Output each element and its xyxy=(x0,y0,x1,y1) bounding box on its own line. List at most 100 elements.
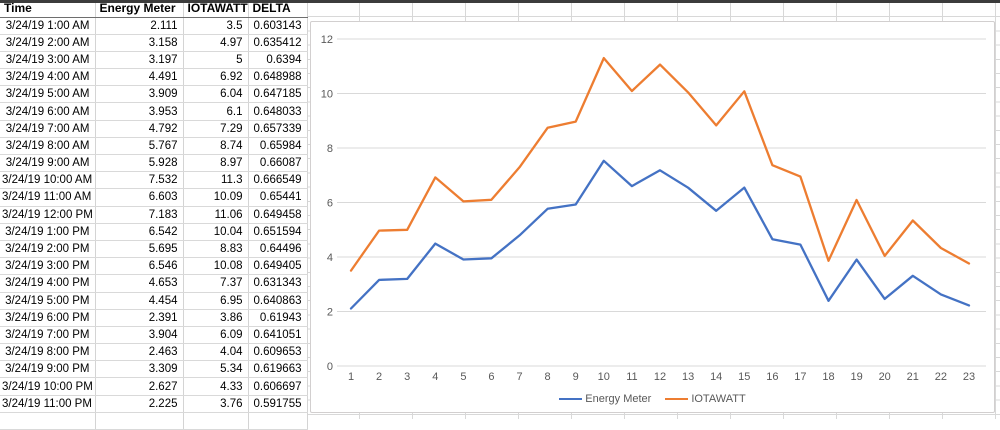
cell[interactable]: 3/24/19 8:00 AM xyxy=(0,137,96,156)
cell[interactable]: 10.08 xyxy=(183,257,249,276)
cell[interactable]: 0.657339 xyxy=(248,120,308,138)
cell[interactable]: 0.64496 xyxy=(248,240,308,259)
cell[interactable]: 0.649458 xyxy=(248,206,308,224)
cell[interactable]: 2.111 xyxy=(95,17,184,35)
cell[interactable]: 4.653 xyxy=(95,274,184,293)
cell[interactable]: 8.97 xyxy=(183,154,249,173)
cell[interactable]: 7.183 xyxy=(95,206,184,224)
column-header-time[interactable]: Time xyxy=(0,0,96,18)
cell[interactable]: 6.95 xyxy=(183,292,249,310)
cell[interactable]: 3/24/19 10:00 PM xyxy=(0,377,96,396)
cell[interactable]: 8.74 xyxy=(183,137,249,156)
cell[interactable]: 0.648033 xyxy=(248,102,308,121)
cell[interactable]: 0.649405 xyxy=(248,257,308,276)
cell[interactable]: 5.767 xyxy=(95,137,184,156)
cell[interactable]: 3/24/19 11:00 AM xyxy=(0,188,96,207)
cell[interactable]: 3/24/19 8:00 PM xyxy=(0,343,96,362)
cell[interactable]: 0.666549 xyxy=(248,171,308,190)
cell[interactable]: 11.06 xyxy=(183,206,249,224)
cell[interactable]: 3/24/19 9:00 AM xyxy=(0,154,96,173)
cell[interactable]: 3/24/19 2:00 PM xyxy=(0,240,96,259)
cell[interactable]: 3/24/19 12:00 PM xyxy=(0,206,96,224)
cell[interactable]: 0.65984 xyxy=(248,137,308,156)
cell[interactable]: 0.635412 xyxy=(248,34,308,52)
cell[interactable]: 8.83 xyxy=(183,240,249,259)
cell[interactable]: 3/24/19 1:00 AM xyxy=(0,17,96,35)
cell[interactable]: 3/24/19 5:00 AM xyxy=(0,85,96,104)
cell[interactable]: 3/24/19 7:00 AM xyxy=(0,120,96,138)
cell[interactable]: 4.33 xyxy=(183,377,249,396)
cell[interactable]: 10.04 xyxy=(183,223,249,241)
legend-item-energy-meter[interactable]: Energy Meter xyxy=(559,393,651,405)
cell[interactable]: 3/24/19 6:00 AM xyxy=(0,102,96,121)
cell[interactable]: 5.928 xyxy=(95,154,184,173)
cell[interactable]: 3.909 xyxy=(95,85,184,104)
cell[interactable]: 3/24/19 4:00 PM xyxy=(0,274,96,293)
cell[interactable] xyxy=(248,412,308,430)
cell[interactable]: 3/24/19 11:00 PM xyxy=(0,395,96,413)
cell[interactable]: 7.37 xyxy=(183,274,249,293)
cell[interactable]: 3/24/19 4:00 AM xyxy=(0,68,96,87)
cell[interactable]: 7.29 xyxy=(183,120,249,138)
cell[interactable]: 5.695 xyxy=(95,240,184,259)
cell[interactable]: 0.648988 xyxy=(248,68,308,87)
cell[interactable] xyxy=(95,412,184,430)
column-header-energy-meter[interactable]: Energy Meter xyxy=(95,0,184,18)
cell[interactable]: 0.647185 xyxy=(248,85,308,104)
cell[interactable]: 11.3 xyxy=(183,171,249,190)
cell[interactable]: 5 xyxy=(183,51,249,70)
cell[interactable]: 0.606697 xyxy=(248,377,308,396)
cell[interactable]: 3/24/19 3:00 PM xyxy=(0,257,96,276)
series-line-energy-meter[interactable] xyxy=(349,159,971,310)
legend-item-iotawatt[interactable]: IOTAWATT xyxy=(665,393,746,405)
series-line-iotawatt[interactable] xyxy=(349,56,971,272)
cell[interactable]: 0.609653 xyxy=(248,343,308,362)
cell[interactable]: 6.09 xyxy=(183,326,249,345)
cell[interactable]: 3/24/19 3:00 AM xyxy=(0,51,96,70)
cell[interactable]: 6.1 xyxy=(183,102,249,121)
cell[interactable]: 7.532 xyxy=(95,171,184,190)
cell[interactable]: 3.76 xyxy=(183,395,249,413)
cell[interactable]: 0.65441 xyxy=(248,188,308,207)
cell[interactable]: 3.309 xyxy=(95,360,184,379)
cell[interactable]: 6.603 xyxy=(95,188,184,207)
column-header-delta[interactable]: DELTA xyxy=(248,0,308,18)
cell[interactable]: 0.640863 xyxy=(248,292,308,310)
cell[interactable]: 3.904 xyxy=(95,326,184,345)
cell[interactable]: 4.491 xyxy=(95,68,184,87)
cell[interactable]: 0.651594 xyxy=(248,223,308,241)
cell[interactable]: 3/24/19 5:00 PM xyxy=(0,292,96,310)
cell[interactable]: 10.09 xyxy=(183,188,249,207)
cell[interactable]: 0.591755 xyxy=(248,395,308,413)
cell[interactable]: 2.627 xyxy=(95,377,184,396)
cell[interactable]: 3.86 xyxy=(183,309,249,327)
cell[interactable]: 2.225 xyxy=(95,395,184,413)
cell[interactable]: 4.04 xyxy=(183,343,249,362)
cell[interactable]: 3.5 xyxy=(183,17,249,35)
cell[interactable]: 3/24/19 9:00 PM xyxy=(0,360,96,379)
chart-object[interactable]: 0 2 4 6 8 10 12 1 2 3 4 5 6 7 8 9 10 11 12 13 14 15 16 17 18 19 20… xyxy=(310,21,995,413)
cell[interactable]: 6.546 xyxy=(95,257,184,276)
cell[interactable]: 0.631343 xyxy=(248,274,308,293)
cell[interactable]: 2.391 xyxy=(95,309,184,327)
cell[interactable]: 6.542 xyxy=(95,223,184,241)
column-header-iotawatt[interactable]: IOTAWATT xyxy=(183,0,249,18)
cell[interactable]: 4.454 xyxy=(95,292,184,310)
cell[interactable]: 2.463 xyxy=(95,343,184,362)
cell[interactable] xyxy=(0,412,96,430)
cell[interactable]: 3/24/19 2:00 AM xyxy=(0,34,96,52)
cell[interactable]: 0.641051 xyxy=(248,326,308,345)
cell[interactable]: 3.158 xyxy=(95,34,184,52)
cell[interactable]: 3/24/19 1:00 PM xyxy=(0,223,96,241)
cell[interactable]: 6.04 xyxy=(183,85,249,104)
cell[interactable]: 5.34 xyxy=(183,360,249,379)
cell[interactable]: 0.66087 xyxy=(248,154,308,173)
cell[interactable]: 3.197 xyxy=(95,51,184,70)
cell[interactable] xyxy=(183,412,249,430)
cell[interactable]: 0.603143 xyxy=(248,17,308,35)
cell[interactable]: 6.92 xyxy=(183,68,249,87)
cell[interactable]: 4.792 xyxy=(95,120,184,138)
cell[interactable]: 0.619663 xyxy=(248,360,308,379)
cell[interactable]: 4.97 xyxy=(183,34,249,52)
cell[interactable]: 3/24/19 10:00 AM xyxy=(0,171,96,190)
